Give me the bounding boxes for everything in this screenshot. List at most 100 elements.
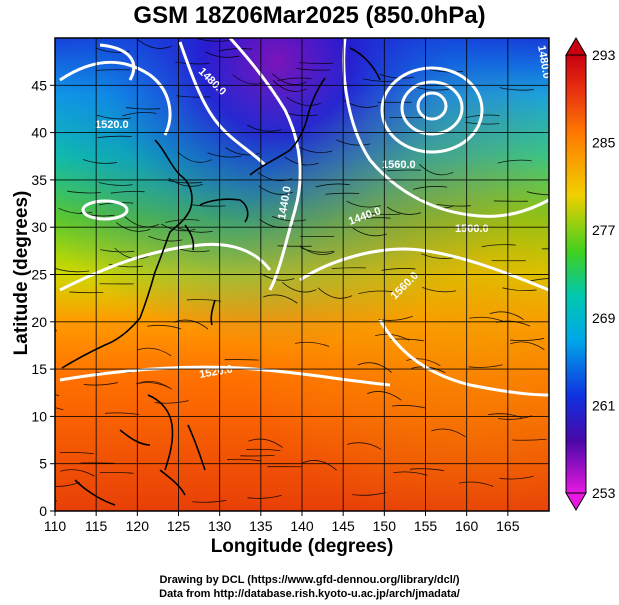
colorbar: 293 285 277 269 261 253: [565, 37, 616, 511]
streamline: [391, 405, 426, 409]
y-tick-label: 10: [31, 408, 47, 424]
streamline: [379, 73, 414, 79]
streamline: [55, 394, 60, 397]
streamline: [195, 38, 230, 42]
streamline: [421, 287, 457, 293]
streamline: [509, 338, 545, 341]
y-tick-label: 30: [31, 219, 47, 235]
colorbar-label: 253: [592, 485, 616, 501]
colorbar-top-arrow: [565, 37, 587, 56]
streamline: [418, 163, 454, 176]
y-tick-label: 40: [31, 125, 47, 141]
axis-ticks: 110 115 120 125 130 135 140 145 150 155 160 165 0 5 10…: [31, 77, 519, 534]
streamline: [191, 204, 226, 207]
streamline: [302, 460, 337, 471]
streamline: [375, 333, 410, 341]
x-tick-label: 150: [373, 518, 397, 534]
streamline: [263, 294, 298, 304]
streamline: [317, 287, 353, 299]
streamline: [526, 191, 549, 196]
streamline: [247, 495, 282, 499]
streamline: [409, 468, 444, 472]
streamline: [55, 268, 90, 273]
x-tick-label: 135: [249, 518, 273, 534]
streamline: [406, 358, 441, 367]
streamline: [154, 400, 189, 404]
streamline: [272, 80, 308, 92]
contour-label: 1560.0: [382, 159, 416, 171]
streamline: [55, 481, 80, 487]
y-tick-label: 0: [39, 503, 47, 519]
streamline: [99, 471, 134, 474]
credit-data-source: Data from http://database.rish.kyoto-u.a…: [159, 588, 460, 600]
streamline: [386, 206, 422, 215]
contour-label: 1440.0: [276, 185, 294, 220]
streamline: [55, 407, 64, 411]
streamline: [459, 481, 494, 487]
streamline: [277, 245, 312, 247]
contour-label: 1520.0: [198, 363, 233, 381]
streamline: [167, 180, 203, 184]
colorbar-label: 261: [592, 397, 616, 413]
streamline: [315, 183, 350, 188]
streamline: [115, 222, 151, 232]
x-tick-label: 120: [126, 518, 150, 534]
streamline: [186, 299, 221, 302]
y-tick-label: 35: [31, 172, 47, 188]
streamline: [110, 190, 145, 194]
streamline: [414, 86, 449, 91]
streamline: [135, 382, 171, 389]
streamline: [512, 438, 547, 441]
streamline: [510, 341, 545, 350]
x-tick-label: 140: [290, 518, 314, 534]
x-tick-label: 160: [455, 518, 479, 534]
streamline: [352, 492, 387, 496]
x-tick-label: 165: [496, 518, 520, 534]
streamline: [272, 73, 307, 85]
streamline: [100, 249, 135, 253]
streamline: [59, 451, 94, 455]
x-tick-label: 110: [44, 518, 67, 534]
streamline: [465, 121, 500, 125]
streamline: [528, 278, 549, 282]
streamline: [178, 227, 213, 233]
streamline: [246, 448, 281, 452]
streamline: [58, 207, 93, 214]
streamline: [300, 247, 335, 253]
colorbar-scale: [565, 54, 587, 494]
streamline: [499, 476, 534, 480]
streamline: [137, 39, 172, 49]
streamline: [205, 51, 240, 58]
streamline: [97, 135, 132, 138]
streamline: [192, 499, 227, 503]
streamline: [55, 500, 57, 502]
contour-label: 1500.0: [455, 223, 489, 235]
y-tick-label: 5: [39, 456, 47, 472]
streamline: [176, 95, 211, 98]
streamline: [331, 267, 366, 269]
streamline: [421, 253, 456, 259]
streamline: [69, 291, 104, 294]
streamline: [227, 458, 262, 462]
streamline: [295, 341, 330, 347]
streamline: [148, 235, 183, 242]
streamline: [96, 114, 132, 120]
streamline: [428, 69, 464, 73]
streamline: [240, 454, 275, 457]
streamline: [104, 412, 140, 415]
x-tick-label: 155: [414, 518, 438, 534]
streamline: [95, 69, 130, 71]
streamline: [286, 96, 321, 106]
streamline: [282, 282, 317, 293]
streamline: [296, 67, 331, 71]
streamline: [299, 245, 335, 255]
streamline: [412, 186, 448, 190]
streamline: [325, 192, 360, 195]
y-axis-label: Latitude (degrees): [11, 190, 32, 356]
streamline: [225, 147, 260, 156]
streamline: [60, 469, 95, 477]
streamline: [357, 362, 392, 373]
streamline: [248, 438, 283, 448]
streamline: [497, 159, 532, 164]
